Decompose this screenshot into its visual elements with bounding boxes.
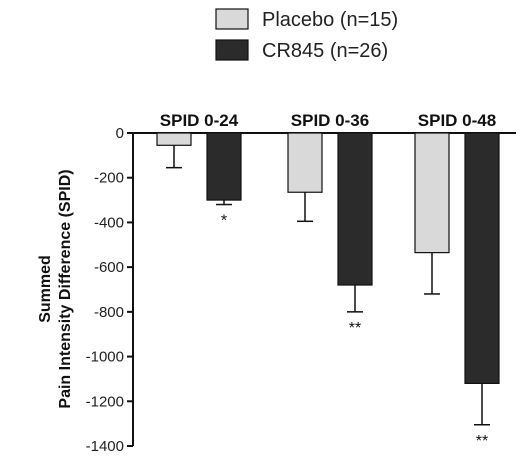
category-label: SPID 0-36: [291, 111, 369, 130]
bar: [206, 132, 242, 201]
y-axis: 0 -200 -400 -600 -800 -1000 -1200 -1400: [86, 125, 516, 455]
y-tick-label: -800: [94, 304, 124, 321]
y-axis-label-line: Summed: [37, 255, 54, 323]
category-label: SPID 0-24: [160, 111, 239, 130]
significance-label: **: [476, 433, 488, 450]
y-tick-label: -1200: [86, 393, 124, 410]
bar: [414, 132, 450, 254]
bar: [287, 132, 323, 193]
legend: Placebo (n=15) CR845 (n=26): [215, 8, 398, 62]
legend-label: CR845 (n=26): [262, 40, 388, 62]
y-tick-label: -400: [94, 214, 124, 231]
category-label: SPID 0-48: [418, 111, 496, 130]
significance-label: **: [349, 320, 361, 337]
y-tick-label: -1000: [86, 349, 124, 366]
y-tick-label: -1400: [86, 438, 124, 455]
y-axis-label-line: Pain Intensity Difference (SPID): [57, 169, 74, 408]
legend-label: Placebo (n=15): [262, 9, 398, 31]
y-tick-label: 0: [116, 125, 124, 142]
y-tick-label: -200: [94, 170, 124, 187]
significance-label: *: [221, 213, 227, 230]
bar: [337, 132, 373, 286]
plot-area: SPID 0-24 * SPID 0-36 ** SPID 0-48 **: [156, 111, 500, 450]
y-tick-label: -600: [94, 259, 124, 276]
legend-swatch: [215, 8, 249, 30]
y-axis-label: Summed Pain Intensity Difference (SPID): [37, 169, 74, 408]
bar: [464, 132, 500, 384]
bar: [156, 132, 192, 146]
legend-swatch: [215, 39, 249, 61]
